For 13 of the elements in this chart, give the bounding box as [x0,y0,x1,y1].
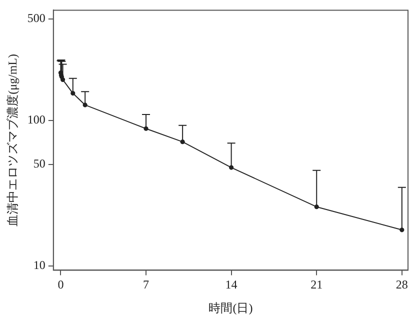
x-tick-label: 0 [58,278,64,292]
y-tick-label: 50 [33,156,46,170]
x-tick-label: 28 [396,278,408,292]
y-tick-label: 500 [27,11,46,26]
x-tick-label: 14 [225,278,238,292]
x-axis-title: 時間(日) [208,300,253,315]
point [144,126,148,131]
x-tick-label: 21 [310,278,323,292]
y-axis-title: 血清中エロツズマブ濃度(μg/mL) [5,54,20,226]
x-tick-label: 7 [143,278,150,292]
y-tick-label: 100 [27,112,46,127]
point [60,77,66,82]
y-tick-label: 10 [33,258,46,272]
